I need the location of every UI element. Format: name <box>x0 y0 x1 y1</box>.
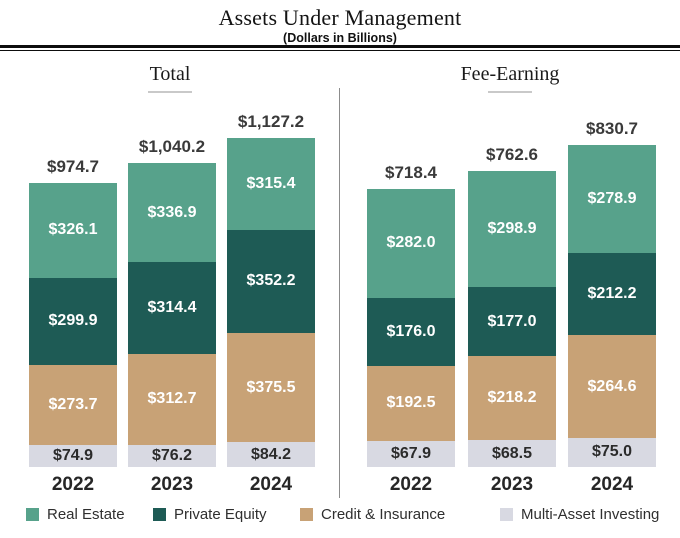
legend-label: Real Estate <box>47 506 125 523</box>
panel-total-underline <box>148 91 192 93</box>
segment-value-label: $76.2 <box>151 446 193 464</box>
bar-total-label: $762.6 <box>486 145 538 165</box>
bar-segment: $74.9 <box>29 445 117 467</box>
segment-value-label: $336.9 <box>147 203 197 221</box>
bar-segment: $298.9 <box>468 171 556 288</box>
segment-value-label: $75.0 <box>591 443 633 461</box>
bar-segment: $192.5 <box>367 366 455 441</box>
year-label: 2023 <box>490 474 534 495</box>
bar-group-2024: $830.7 $278.9 $212.2 $264.6 $75.0 <box>568 119 656 467</box>
bar-segment: $264.6 <box>568 335 656 438</box>
year-label: 2024 <box>249 474 293 495</box>
segment-value-label: $84.2 <box>250 445 292 463</box>
segment-value-label: $212.2 <box>587 285 637 303</box>
bar-group-2024: $1,127.2 $315.4 $352.2 $375.5 $84.2 <box>227 112 315 467</box>
segment-value-label: $273.7 <box>48 396 98 414</box>
panel-fee-earning-title: Fee-Earning <box>460 63 560 85</box>
segment-value-label: $177.0 <box>487 312 537 330</box>
bar-segment: $312.7 <box>128 353 216 445</box>
panel-fee-earning: Fee-Earning $718.4 $282.0 $176.0 $192.5 $67.… <box>340 58 680 503</box>
bar-segment: $336.9 <box>128 163 216 262</box>
segment-value-label: $314.4 <box>147 298 197 316</box>
bar-group-2022: $718.4 $282.0 $176.0 $192.5 $67.9 <box>367 163 455 467</box>
bar-group-2023: $762.6 $298.9 $177.0 $218.2 $68.5 <box>468 145 556 467</box>
year-label: 2022 <box>389 474 433 495</box>
panel-total: Total $974.7 $326.1 $299.9 $273.7 $74.9 $1,04… <box>0 58 340 503</box>
segment-value-label: $375.5 <box>246 378 296 396</box>
panel-fee-earning-underline <box>488 91 532 93</box>
legend-item-multi-asset: Multi-Asset Investing <box>500 506 659 523</box>
panel-total-title: Total <box>149 63 191 85</box>
segment-value-label: $192.5 <box>386 394 436 412</box>
segment-value-label: $67.9 <box>390 444 432 462</box>
x-axis-fee-earning: 2022 2023 2024 <box>340 474 680 498</box>
legend-label: Multi-Asset Investing <box>521 506 660 523</box>
segment-value-label: $176.0 <box>386 323 436 341</box>
segment-value-label: $326.1 <box>48 221 98 239</box>
segment-value-label: $218.2 <box>487 389 537 407</box>
legend-item-private-equity: Private Equity <box>153 506 267 523</box>
credit-insurance-swatch-icon <box>300 508 313 521</box>
bar-total-label: $1,127.2 <box>237 111 305 131</box>
bar-group-2023: $1,040.2 $336.9 $314.4 $312.7 $76.2 <box>128 137 216 467</box>
legend: Real Estate Private Equity Credit & Insu… <box>0 506 680 532</box>
bar-segment: $352.2 <box>227 230 315 333</box>
segment-value-label: $264.6 <box>587 377 637 395</box>
multi-asset-swatch-icon <box>500 508 513 521</box>
segment-value-label: $298.9 <box>487 220 537 238</box>
bar-segment: $278.9 <box>568 144 656 254</box>
segment-value-label: $68.5 <box>491 444 533 462</box>
plot-area-fee-earning: $718.4 $282.0 $176.0 $192.5 $67.9 $762.6 $298.… <box>340 105 680 467</box>
year-label: 2022 <box>51 474 95 495</box>
bar-segment: $273.7 <box>29 365 117 446</box>
chart-subtitle: (Dollars in Billions) <box>283 31 397 45</box>
bar-total-label: $718.4 <box>385 162 437 182</box>
segment-value-label: $74.9 <box>52 447 94 465</box>
bar-segment: $315.4 <box>227 137 315 231</box>
segment-value-label: $312.7 <box>147 390 197 408</box>
bar-group-2022: $974.7 $326.1 $299.9 $273.7 $74.9 <box>29 157 117 467</box>
header-rule <box>0 45 680 51</box>
legend-item-real-estate: Real Estate <box>26 506 125 523</box>
bar-segment: $76.2 <box>128 444 216 467</box>
bar-total-label: $974.7 <box>47 156 99 176</box>
private-equity-swatch-icon <box>153 508 166 521</box>
bar-total-label: $830.7 <box>586 118 638 138</box>
bar-segment: $176.0 <box>367 297 455 367</box>
segment-value-label: $352.2 <box>246 272 296 290</box>
bar-total-label: $1,040.2 <box>138 137 206 157</box>
segment-value-label: $315.4 <box>246 174 296 192</box>
legend-label: Credit & Insurance <box>321 506 446 523</box>
legend-label: Private Equity <box>174 506 267 523</box>
bar-segment: $282.0 <box>367 188 455 298</box>
bar-segment: $212.2 <box>568 253 656 336</box>
bar-segment: $177.0 <box>468 287 556 356</box>
bar-segment: $68.5 <box>468 440 556 467</box>
panel-divider <box>339 88 340 498</box>
bar-segment: $75.0 <box>568 437 656 467</box>
chart-title: Assets Under Management <box>218 5 462 30</box>
plot-area-total: $974.7 $326.1 $299.9 $273.7 $74.9 $1,040.2 $33… <box>0 105 340 467</box>
bar-segment: $314.4 <box>128 261 216 354</box>
segment-value-label: $282.0 <box>386 234 436 252</box>
bar-segment: $326.1 <box>29 182 117 278</box>
x-axis-total: 2022 2023 2024 <box>0 474 340 498</box>
year-label: 2024 <box>590 474 634 495</box>
bar-segment: $67.9 <box>367 440 455 467</box>
bar-segment: $84.2 <box>227 442 315 467</box>
bar-segment: $218.2 <box>468 355 556 441</box>
bar-segment: $375.5 <box>227 332 315 443</box>
segment-value-label: $278.9 <box>587 189 637 207</box>
year-label: 2023 <box>150 474 194 495</box>
legend-item-credit-insurance: Credit & Insurance <box>300 506 445 523</box>
bar-segment: $299.9 <box>29 277 117 366</box>
segment-value-label: $299.9 <box>48 312 98 330</box>
real-estate-swatch-icon <box>26 508 39 521</box>
